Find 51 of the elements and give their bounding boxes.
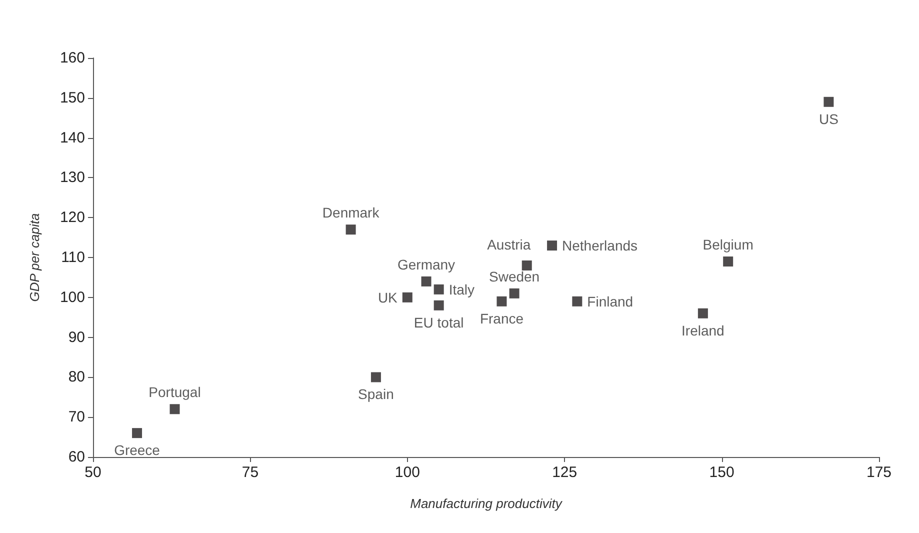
data-label: Germany [397, 256, 456, 272]
x-tick-label: 100 [394, 464, 420, 481]
data-label: Portugal [148, 384, 201, 400]
point [346, 224, 356, 235]
x-tick-label: 50 [84, 464, 102, 481]
y-axis-title: GDP per capita [27, 213, 42, 302]
y-tick-label: 90 [68, 328, 85, 346]
data-label: EU total [414, 314, 464, 330]
y-tick-label: 70 [68, 408, 85, 426]
point [572, 296, 582, 306]
y-tick-label: 100 [60, 288, 85, 306]
data-label: US [818, 110, 838, 127]
point [370, 372, 381, 382]
point [723, 256, 734, 266]
point [824, 96, 834, 107]
data-label: Sweden [489, 268, 540, 284]
point [170, 404, 180, 414]
data-label: Netherlands [562, 238, 638, 254]
y-tick-label: 120 [60, 209, 85, 226]
data-label: Austria [487, 236, 531, 252]
point [421, 276, 432, 286]
y-tick-label: 140 [60, 129, 85, 146]
y-tick-label: 130 [60, 169, 85, 186]
y-tick-label: 60 [68, 448, 85, 466]
y-tick-label: 110 [61, 249, 85, 266]
x-tick-label: 150 [709, 464, 734, 481]
data-label: Denmark [322, 204, 380, 221]
point [522, 260, 532, 270]
y-tick-label: 80 [68, 368, 85, 386]
x-tick-label: 75 [242, 464, 259, 481]
point [132, 428, 142, 438]
x-tick-label: 125 [552, 464, 578, 481]
data-label: Belgium [702, 236, 754, 252]
point [496, 296, 507, 306]
point [434, 300, 444, 310]
point [509, 288, 520, 298]
data-label: Greece [114, 442, 160, 458]
data-label: UK [378, 289, 398, 306]
data-label: France [480, 310, 524, 326]
data-label: Finland [587, 293, 634, 310]
y-tick-label: 150 [60, 89, 85, 106]
data-label: Ireland [682, 322, 724, 338]
y-tick-label: 160 [60, 50, 85, 66]
data-label: Italy [448, 281, 475, 298]
data-label: Spain [358, 386, 394, 402]
point [698, 308, 708, 318]
x-tick-label: 175 [866, 464, 892, 481]
x-axis-title: Manufacturing productivity [410, 496, 564, 511]
point [434, 284, 444, 294]
point [402, 292, 412, 302]
point [547, 240, 558, 251]
